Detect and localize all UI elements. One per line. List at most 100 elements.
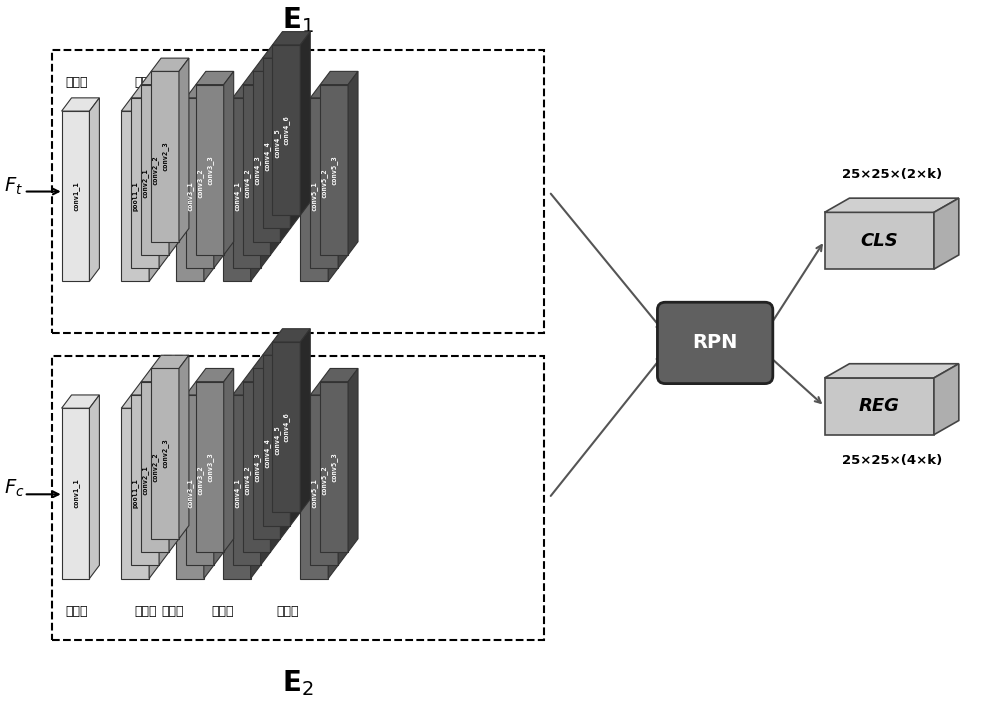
- Text: conv5_2: conv5_2: [321, 168, 328, 198]
- Polygon shape: [179, 58, 189, 242]
- Polygon shape: [243, 72, 280, 85]
- Polygon shape: [243, 382, 270, 552]
- Text: conv4_1: conv4_1: [233, 479, 240, 508]
- Text: conv5_1: conv5_1: [311, 182, 318, 211]
- Text: conv2_3: conv2_3: [162, 142, 168, 172]
- Polygon shape: [196, 369, 234, 382]
- Polygon shape: [186, 85, 224, 98]
- Text: conv1_1: conv1_1: [72, 182, 79, 211]
- Polygon shape: [141, 369, 179, 382]
- Text: CLS: CLS: [860, 232, 898, 250]
- Text: conv4_3: conv4_3: [253, 452, 260, 482]
- Text: conv4_2: conv4_2: [243, 465, 250, 495]
- Polygon shape: [159, 85, 169, 268]
- Text: conv2_1: conv2_1: [142, 465, 149, 495]
- Text: 第三层: 第三层: [162, 605, 184, 618]
- Polygon shape: [825, 378, 934, 435]
- Polygon shape: [263, 58, 290, 229]
- Polygon shape: [149, 98, 159, 281]
- Text: conv2_2: conv2_2: [152, 452, 159, 482]
- Polygon shape: [243, 369, 280, 382]
- Text: 第一层: 第一层: [65, 76, 88, 89]
- Text: conv5_2: conv5_2: [321, 465, 328, 495]
- Text: $F_t$: $F_t$: [4, 175, 23, 196]
- Polygon shape: [131, 382, 169, 395]
- Polygon shape: [141, 382, 169, 552]
- Polygon shape: [934, 364, 959, 435]
- Polygon shape: [348, 369, 358, 552]
- Polygon shape: [176, 111, 204, 281]
- Polygon shape: [300, 98, 338, 111]
- Polygon shape: [196, 382, 224, 552]
- Polygon shape: [290, 342, 300, 526]
- Text: conv3_1: conv3_1: [186, 182, 193, 211]
- Polygon shape: [338, 85, 348, 268]
- Text: E$_2$: E$_2$: [282, 668, 314, 698]
- Polygon shape: [204, 395, 214, 578]
- Polygon shape: [62, 98, 99, 111]
- Text: 第四层: 第四层: [211, 76, 234, 89]
- Text: 第二层: 第二层: [134, 605, 156, 618]
- Polygon shape: [151, 72, 179, 242]
- Polygon shape: [280, 355, 290, 539]
- Polygon shape: [272, 45, 300, 215]
- Text: REG: REG: [859, 397, 900, 415]
- Polygon shape: [151, 58, 189, 72]
- Polygon shape: [141, 85, 169, 255]
- Polygon shape: [179, 355, 189, 539]
- Polygon shape: [263, 45, 300, 58]
- Polygon shape: [263, 342, 300, 355]
- Polygon shape: [310, 395, 338, 565]
- Polygon shape: [223, 111, 251, 281]
- Polygon shape: [338, 382, 348, 565]
- Polygon shape: [214, 85, 224, 268]
- Polygon shape: [176, 408, 204, 578]
- Polygon shape: [89, 98, 99, 281]
- FancyBboxPatch shape: [657, 302, 773, 383]
- Polygon shape: [261, 85, 270, 268]
- Polygon shape: [169, 369, 179, 552]
- Polygon shape: [310, 382, 348, 395]
- Text: 25×25×(4×k): 25×25×(4×k): [842, 454, 942, 467]
- Polygon shape: [62, 408, 89, 578]
- Text: conv4_5: conv4_5: [273, 426, 280, 455]
- Polygon shape: [310, 85, 348, 98]
- Polygon shape: [253, 369, 280, 539]
- Text: 第二层: 第二层: [134, 76, 156, 89]
- Polygon shape: [223, 408, 251, 578]
- Text: 第四层: 第四层: [211, 605, 234, 618]
- Polygon shape: [224, 72, 234, 255]
- Polygon shape: [121, 111, 149, 281]
- Polygon shape: [223, 395, 261, 408]
- Text: 第三层: 第三层: [162, 76, 184, 89]
- Text: E$_1$: E$_1$: [282, 6, 314, 36]
- Polygon shape: [261, 382, 270, 565]
- Polygon shape: [186, 98, 214, 268]
- Polygon shape: [176, 395, 214, 408]
- Text: conv3_2: conv3_2: [196, 168, 203, 198]
- Polygon shape: [223, 98, 261, 111]
- Polygon shape: [233, 98, 261, 268]
- Text: conv3_3: conv3_3: [206, 452, 213, 482]
- Polygon shape: [290, 45, 300, 229]
- Polygon shape: [825, 198, 959, 212]
- Polygon shape: [320, 85, 348, 255]
- Polygon shape: [141, 72, 179, 85]
- Polygon shape: [233, 395, 261, 565]
- Polygon shape: [300, 32, 310, 215]
- Text: conv1_1: conv1_1: [72, 479, 79, 508]
- Polygon shape: [243, 85, 270, 255]
- Polygon shape: [159, 382, 169, 565]
- Polygon shape: [196, 72, 234, 85]
- Polygon shape: [89, 395, 99, 578]
- Polygon shape: [280, 58, 290, 242]
- Text: conv2_2: conv2_2: [152, 155, 159, 184]
- Polygon shape: [825, 212, 934, 269]
- Text: conv5_3: conv5_3: [331, 452, 338, 482]
- Text: pool1_1: pool1_1: [132, 479, 139, 508]
- Polygon shape: [224, 369, 234, 552]
- Text: conv4_1: conv4_1: [233, 182, 240, 211]
- Polygon shape: [121, 395, 159, 408]
- Polygon shape: [214, 382, 224, 565]
- Polygon shape: [62, 111, 89, 281]
